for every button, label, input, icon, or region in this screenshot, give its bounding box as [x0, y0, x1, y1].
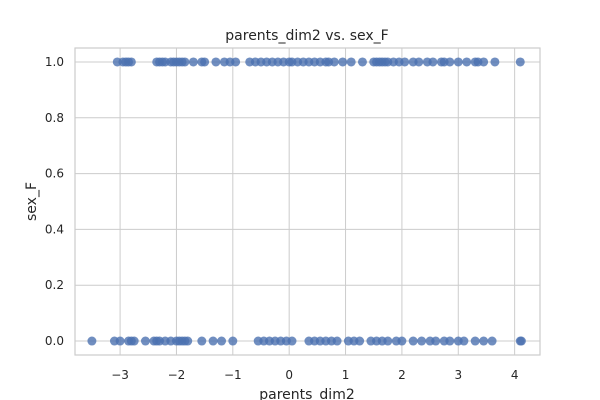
data-point: [200, 57, 210, 67]
x-tick-label: 0: [285, 368, 293, 382]
data-point: [228, 336, 238, 346]
data-point: [183, 336, 193, 346]
y-tick-label: 0.0: [45, 334, 64, 348]
grid-layer: [75, 48, 540, 355]
data-point: [417, 336, 427, 346]
data-point: [357, 57, 367, 67]
data-point: [516, 336, 526, 346]
x-tick-label: 4: [511, 368, 519, 382]
data-point: [428, 57, 438, 67]
data-point: [129, 336, 139, 346]
data-point: [490, 57, 500, 67]
data-point: [87, 336, 97, 346]
data-point: [180, 57, 190, 67]
y-tick-label: 0.6: [45, 167, 64, 181]
x-axis-label: parents_dim2: [259, 387, 355, 400]
data-point: [140, 336, 150, 346]
data-point: [383, 336, 393, 346]
y-tick-label: 0.4: [45, 222, 64, 236]
x-tick-label: 2: [398, 368, 406, 382]
data-point: [400, 57, 410, 67]
data-point: [126, 57, 136, 67]
data-point: [115, 336, 125, 346]
ticks-layer: −3 −2 −1 0 1 2 3 4 0.0 0.2 0.4 0.6 0.8 1.0: [45, 55, 519, 382]
data-point: [470, 336, 480, 346]
data-point: [414, 57, 424, 67]
x-tick-label: −2: [168, 368, 186, 382]
data-point: [479, 336, 489, 346]
y-axis-label: sex_F: [24, 182, 40, 221]
data-point: [329, 57, 339, 67]
x-tick-label: 3: [454, 368, 462, 382]
x-tick-label: 1: [342, 368, 350, 382]
data-point: [287, 336, 297, 346]
data-point: [188, 57, 198, 67]
data-point: [408, 336, 418, 346]
points-layer: [87, 57, 526, 346]
x-tick-label: −3: [111, 368, 129, 382]
data-point: [211, 57, 221, 67]
data-point: [231, 57, 241, 67]
plot-frame: [74, 47, 541, 356]
y-tick-label: 0.8: [45, 111, 64, 125]
data-point: [445, 336, 455, 346]
x-tick-label: −1: [224, 368, 242, 382]
data-point: [431, 336, 441, 346]
y-tick-label: 0.2: [45, 278, 64, 292]
data-point: [208, 336, 218, 346]
data-point: [453, 57, 463, 67]
data-point: [459, 336, 469, 346]
data-point: [479, 57, 489, 67]
data-point: [445, 57, 455, 67]
data-point: [346, 57, 356, 67]
data-point: [217, 336, 227, 346]
chart-title: parents_dim2 vs. sex_F: [225, 28, 388, 44]
data-point: [515, 57, 525, 67]
data-point: [397, 336, 407, 346]
data-point: [332, 336, 342, 346]
data-point: [338, 57, 348, 67]
data-point: [462, 57, 472, 67]
data-point: [197, 336, 207, 346]
y-tick-label: 1.0: [45, 55, 64, 69]
data-point: [487, 336, 497, 346]
data-point: [355, 336, 365, 346]
